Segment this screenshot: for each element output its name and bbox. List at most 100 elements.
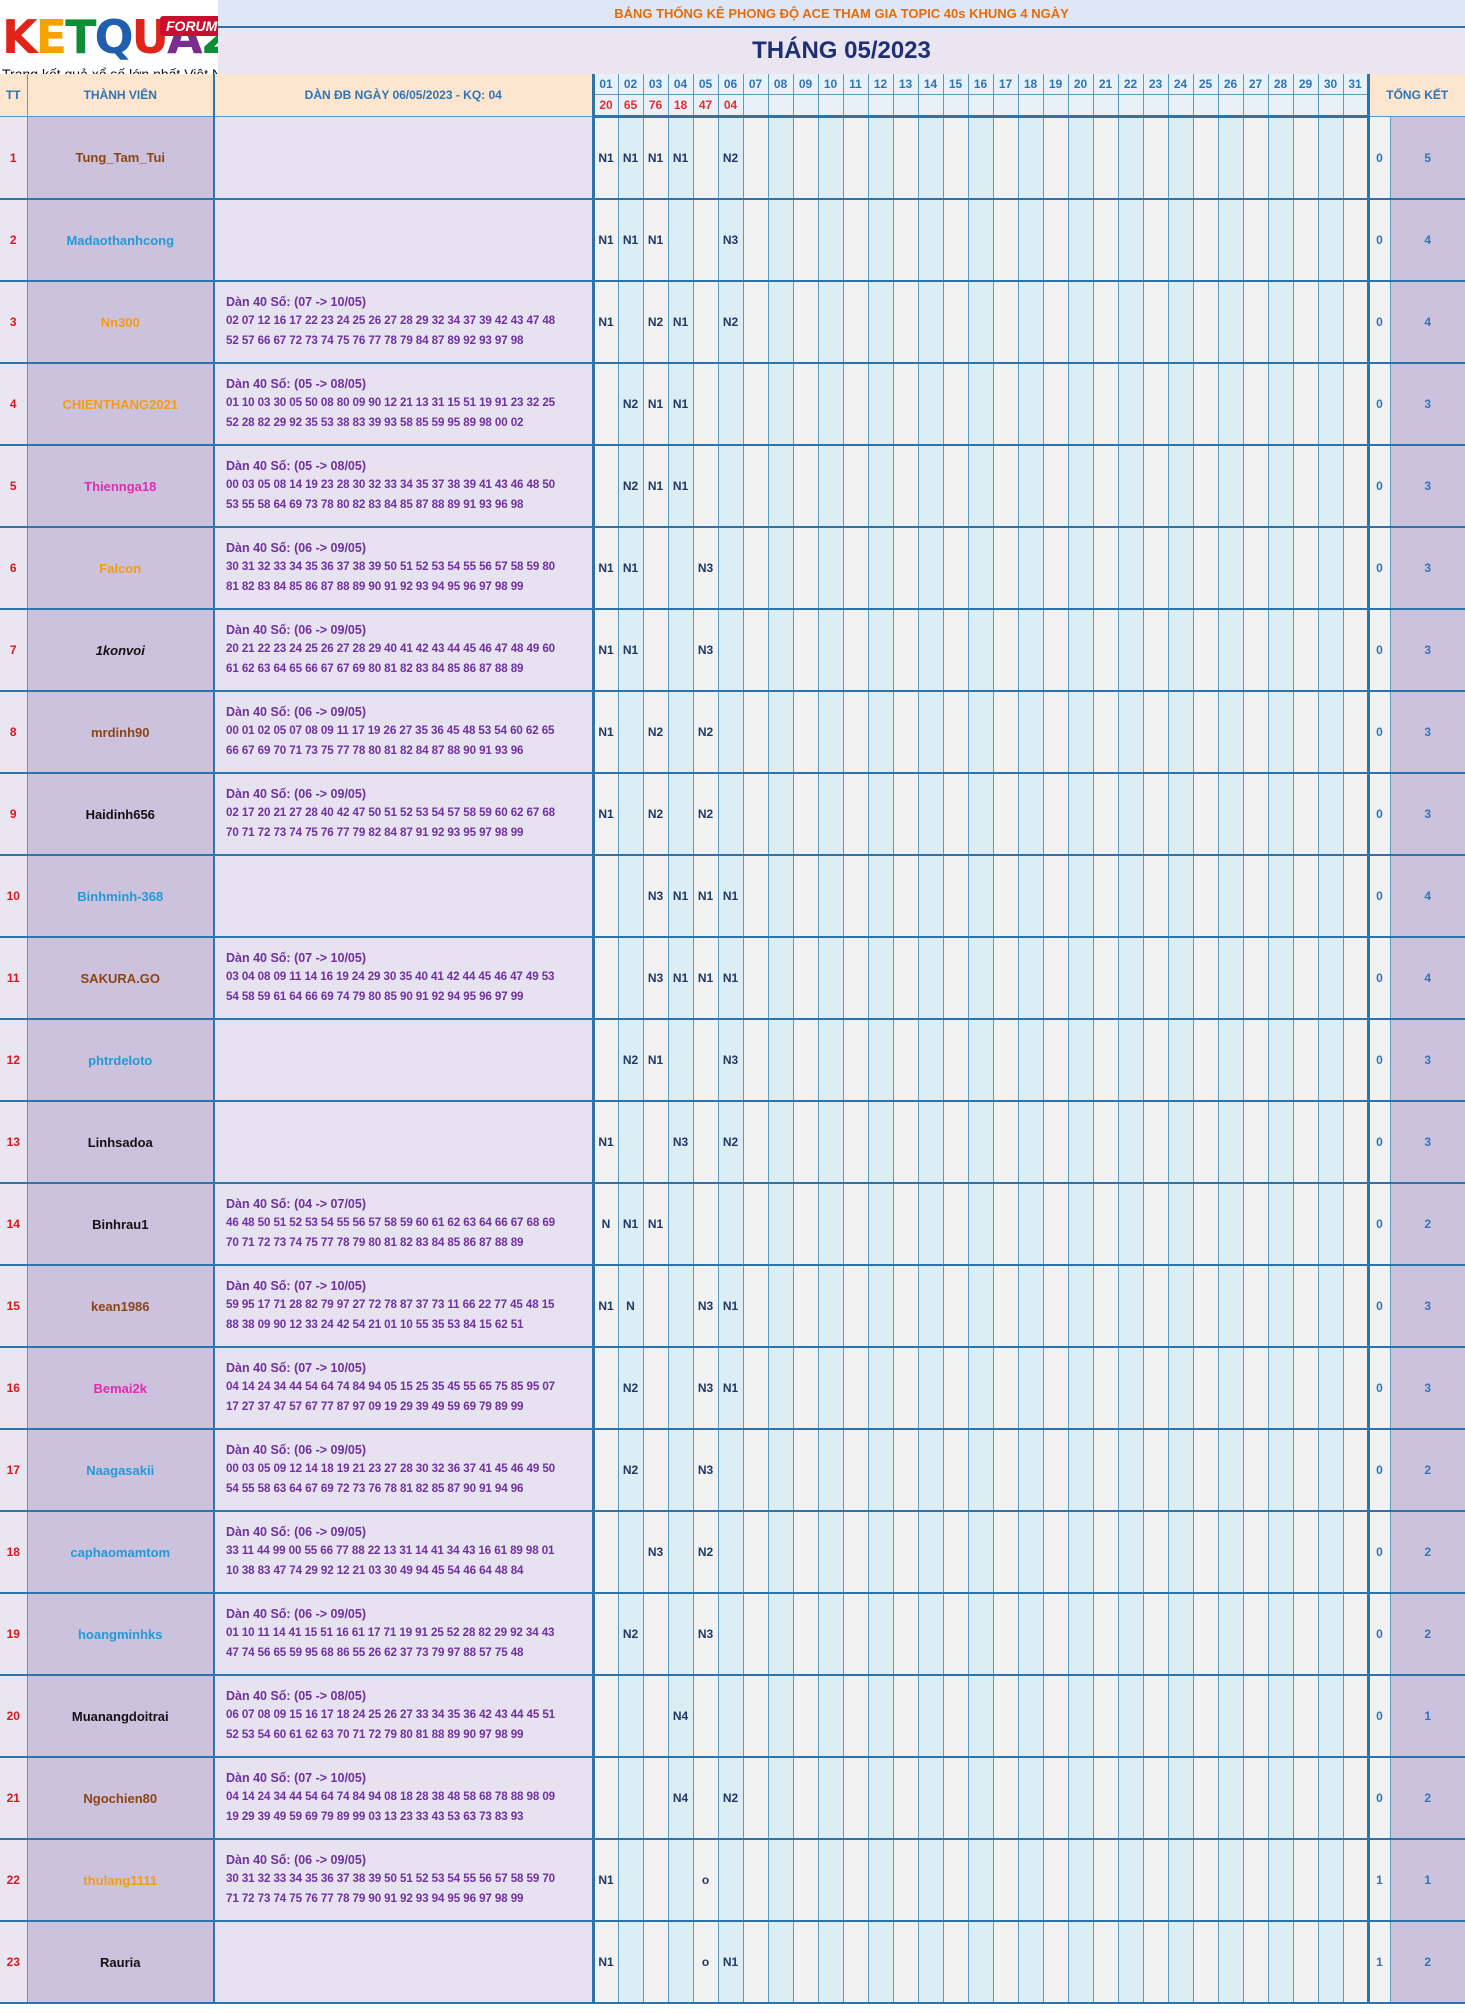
dan-line: 66 67 69 70 71 73 75 77 78 80 81 82 84 8…: [226, 744, 524, 757]
member-name[interactable]: mrdinh90: [27, 691, 215, 774]
day-mark: N3: [642, 855, 668, 938]
day-mark: [892, 1839, 918, 1922]
day-mark: [1117, 609, 1143, 692]
day-mark: [1067, 1839, 1093, 1922]
dan-line: 54 58 59 61 64 66 69 74 79 80 85 90 91 9…: [226, 990, 524, 1003]
member-name[interactable]: Naagasakii: [27, 1429, 215, 1512]
day-mark: [717, 1429, 743, 1512]
row-number: 22: [0, 1839, 28, 1922]
day-mark: [842, 1511, 868, 1594]
day-mark: [917, 1511, 943, 1594]
member-name[interactable]: Rauria: [27, 1921, 215, 2004]
member-name[interactable]: Haidinh656: [27, 773, 215, 856]
member-name[interactable]: Bemai2k: [27, 1347, 215, 1430]
day-mark: [817, 363, 843, 446]
member-name[interactable]: Thiennga18: [27, 445, 215, 528]
total-a: 1: [1366, 1921, 1390, 2004]
day-mark: [867, 1347, 893, 1430]
day-mark: [617, 855, 643, 938]
day-mark: [767, 1511, 793, 1594]
logo[interactable]: KETQUA2 FORUM Trang kết quả xổ số lớn nh…: [0, 0, 242, 84]
day-result: [1017, 94, 1043, 118]
day-mark: [717, 1593, 743, 1676]
day-mark: [1192, 1101, 1218, 1184]
member-name[interactable]: Binhrau1: [27, 1183, 215, 1266]
day-mark: [692, 445, 718, 528]
member-name[interactable]: CHIENTHANG2021: [27, 363, 215, 446]
day-mark: [767, 937, 793, 1020]
day-mark: [1117, 1183, 1143, 1266]
day-mark: [992, 1593, 1018, 1676]
member-name[interactable]: phtrdeloto: [27, 1019, 215, 1102]
day-mark: [667, 691, 693, 774]
row-number: 5: [0, 445, 28, 528]
member-name[interactable]: Tung_Tam_Tui: [27, 116, 215, 200]
table-row: 6 Falcon Dàn 40 Số: (06 -> 09/05) 30 31 32 …: [0, 527, 1465, 610]
row-number: 19: [0, 1593, 28, 1676]
day-mark: [942, 1347, 968, 1430]
day-mark: [1017, 527, 1043, 610]
day-mark: [767, 1183, 793, 1266]
day-mark: [1267, 527, 1293, 610]
member-name[interactable]: Falcon: [27, 527, 215, 610]
day-mark: [667, 773, 693, 856]
total-b: 3: [1389, 1347, 1465, 1430]
day-mark: [917, 691, 943, 774]
member-name[interactable]: hoangminhks: [27, 1593, 215, 1676]
day-mark: [917, 1183, 943, 1266]
day-mark: [617, 1757, 643, 1840]
day-mark: [767, 1347, 793, 1430]
day-result: [1317, 94, 1343, 118]
day-mark: [667, 1839, 693, 1922]
day-mark: [1117, 855, 1143, 938]
day-mark: N3: [692, 1593, 718, 1676]
day-mark: N1: [592, 1265, 618, 1348]
day-mark: [1067, 281, 1093, 364]
member-name[interactable]: kean1986: [27, 1265, 215, 1348]
dan-line: 70 71 72 73 74 75 76 77 79 82 84 87 91 9…: [226, 826, 524, 839]
day-mark: [792, 937, 818, 1020]
member-name[interactable]: caphaomamtom: [27, 1511, 215, 1594]
member-name[interactable]: Ngochien80: [27, 1757, 215, 1840]
day-mark: [767, 773, 793, 856]
day-mark: [1217, 855, 1243, 938]
day-mark: [867, 609, 893, 692]
day-mark: [967, 773, 993, 856]
day-header: 11: [842, 74, 868, 95]
day-mark: [1092, 937, 1118, 1020]
day-mark: [1317, 1101, 1343, 1184]
day-mark: [967, 1511, 993, 1594]
dan-line: 04 14 24 34 44 54 64 74 84 94 08 18 28 3…: [226, 1790, 556, 1803]
day-result: [842, 94, 868, 118]
day-mark: [642, 1429, 668, 1512]
day-mark: [992, 1183, 1018, 1266]
member-name[interactable]: Muanangdoitrai: [27, 1675, 215, 1758]
day-mark: [617, 1511, 643, 1594]
day-mark: [942, 199, 968, 282]
total-b: 2: [1389, 1921, 1465, 2004]
day-mark: N1: [667, 855, 693, 938]
total-b: 4: [1389, 281, 1465, 364]
row-number: 7: [0, 609, 28, 692]
member-name[interactable]: Binhminh-368: [27, 855, 215, 938]
day-mark: [642, 1101, 668, 1184]
day-mark: [967, 937, 993, 1020]
day-mark: [1042, 1839, 1068, 1922]
member-name[interactable]: Nn300: [27, 281, 215, 364]
day-mark: [1142, 1593, 1168, 1676]
member-name[interactable]: SAKURA.GO: [27, 937, 215, 1020]
member-name[interactable]: Linhsadoa: [27, 1101, 215, 1184]
day-mark: [842, 1265, 868, 1348]
day-mark: N4: [667, 1675, 693, 1758]
member-name[interactable]: 1konvoi: [27, 609, 215, 692]
day-mark: [792, 1019, 818, 1102]
day-mark: [1167, 199, 1193, 282]
day-mark: [1342, 1101, 1368, 1184]
dan-line: Dàn 40 Số: (06 -> 09/05): [226, 1525, 366, 1539]
day-mark: [1142, 1019, 1168, 1102]
member-name[interactable]: thulang1111: [27, 1839, 215, 1922]
logo-letter: T: [65, 10, 96, 64]
member-name[interactable]: Madaothanhcong: [27, 199, 215, 282]
row-number: 16: [0, 1347, 28, 1430]
day-mark: [892, 1511, 918, 1594]
